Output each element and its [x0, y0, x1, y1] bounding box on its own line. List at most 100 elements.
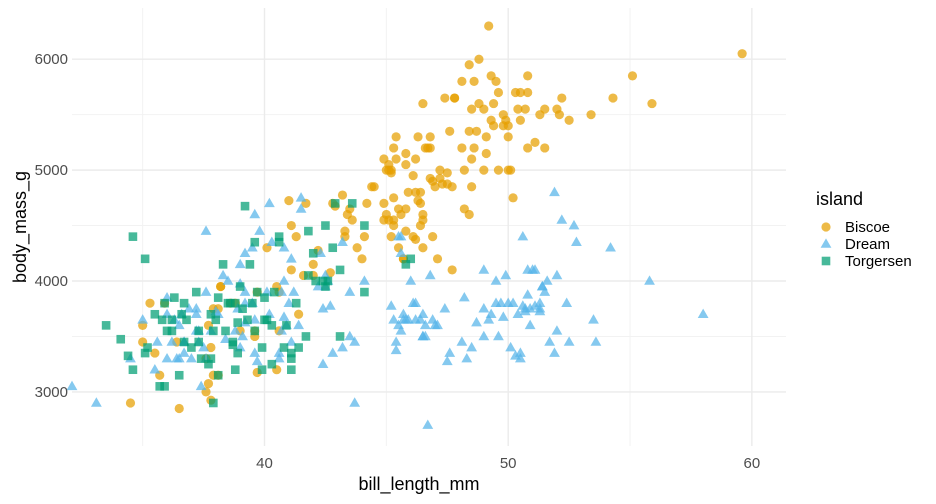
data-point: [295, 192, 307, 202]
data-point: [200, 286, 212, 296]
data-point: [425, 132, 435, 142]
data-point: [415, 187, 426, 197]
data-point: [360, 287, 369, 297]
data-point: [293, 319, 305, 330]
data-point: [218, 260, 228, 269]
data-point: [432, 254, 443, 264]
data-point: [315, 247, 326, 258]
data-point: [541, 275, 553, 285]
data-point: [162, 326, 172, 336]
data-point: [206, 309, 216, 319]
data-point: [254, 225, 266, 235]
data-point: [246, 242, 258, 252]
data-point: [285, 253, 297, 263]
data-point: [523, 87, 533, 98]
data-point: [260, 293, 269, 302]
data-point: [222, 275, 234, 285]
data-point: [459, 165, 469, 175]
data-point: [540, 104, 550, 114]
data-point: [177, 309, 186, 319]
data-point: [401, 226, 411, 236]
data-point: [157, 315, 167, 325]
data-point: [344, 286, 356, 296]
data-point: [340, 226, 350, 236]
data-point: [160, 382, 169, 391]
data-point: [178, 347, 190, 357]
data-point: [551, 269, 563, 280]
data-point: [498, 110, 508, 120]
data-point: [490, 275, 502, 285]
data-point: [233, 348, 243, 358]
data-point: [398, 314, 409, 324]
data-point: [200, 225, 212, 235]
data-point: [123, 351, 133, 361]
data-point: [417, 330, 429, 341]
series-biscoe: [125, 21, 747, 414]
data-point: [486, 115, 496, 125]
data-point: [304, 226, 313, 236]
data-point: [488, 98, 499, 109]
y-axis-ticks: 3000 4000 5000 6000: [35, 51, 68, 401]
data-point: [430, 182, 440, 192]
data-point: [238, 304, 247, 314]
data-point: [424, 269, 436, 280]
data-point: [335, 332, 345, 341]
data-point: [151, 336, 163, 346]
data-point: [221, 326, 230, 336]
data-point: [274, 237, 284, 247]
data-point: [544, 336, 556, 346]
data-point: [444, 347, 456, 357]
data-point: [605, 242, 616, 252]
data-point: [209, 398, 218, 408]
data-point: [401, 260, 411, 269]
data-point: [357, 254, 367, 264]
data-point: [278, 311, 290, 321]
data-point: [418, 243, 428, 253]
data-point: [449, 93, 460, 103]
data-point: [145, 298, 155, 308]
data-point: [230, 365, 240, 375]
data-point: [440, 93, 450, 103]
data-point: [267, 321, 277, 330]
data-point: [512, 308, 524, 319]
data-point: [327, 347, 339, 357]
data-point: [308, 248, 318, 258]
data-point: [347, 215, 357, 225]
data-point: [647, 98, 657, 109]
data-point: [250, 237, 260, 247]
data-point: [481, 132, 491, 142]
legend-key: [820, 238, 832, 248]
data-point: [217, 269, 229, 280]
data-point: [467, 154, 477, 164]
data-point: [508, 193, 518, 203]
data-point: [239, 286, 251, 296]
data-point: [458, 291, 470, 302]
data-point: [471, 316, 482, 327]
x-tick-label: 60: [744, 455, 761, 472]
data-point: [520, 104, 530, 114]
data-point: [317, 358, 329, 368]
data-point: [223, 298, 233, 308]
data-point: [391, 132, 401, 142]
data-point: [498, 121, 508, 131]
data-point: [403, 187, 413, 197]
data-point: [466, 341, 478, 352]
data-point: [395, 230, 407, 241]
data-point: [286, 265, 296, 275]
data-point: [517, 230, 529, 241]
data-point: [493, 87, 504, 98]
data-point: [505, 341, 517, 352]
data-point: [461, 352, 473, 363]
data-point: [251, 355, 263, 366]
data-point: [195, 380, 207, 391]
data-point: [536, 280, 548, 291]
data-point: [406, 254, 416, 264]
data-point: [274, 232, 284, 241]
data-point: [493, 330, 504, 341]
x-tick-label: 50: [500, 455, 517, 472]
data-point: [588, 314, 599, 324]
data-point: [564, 115, 574, 125]
data-point: [287, 348, 296, 358]
data-point: [418, 215, 428, 225]
